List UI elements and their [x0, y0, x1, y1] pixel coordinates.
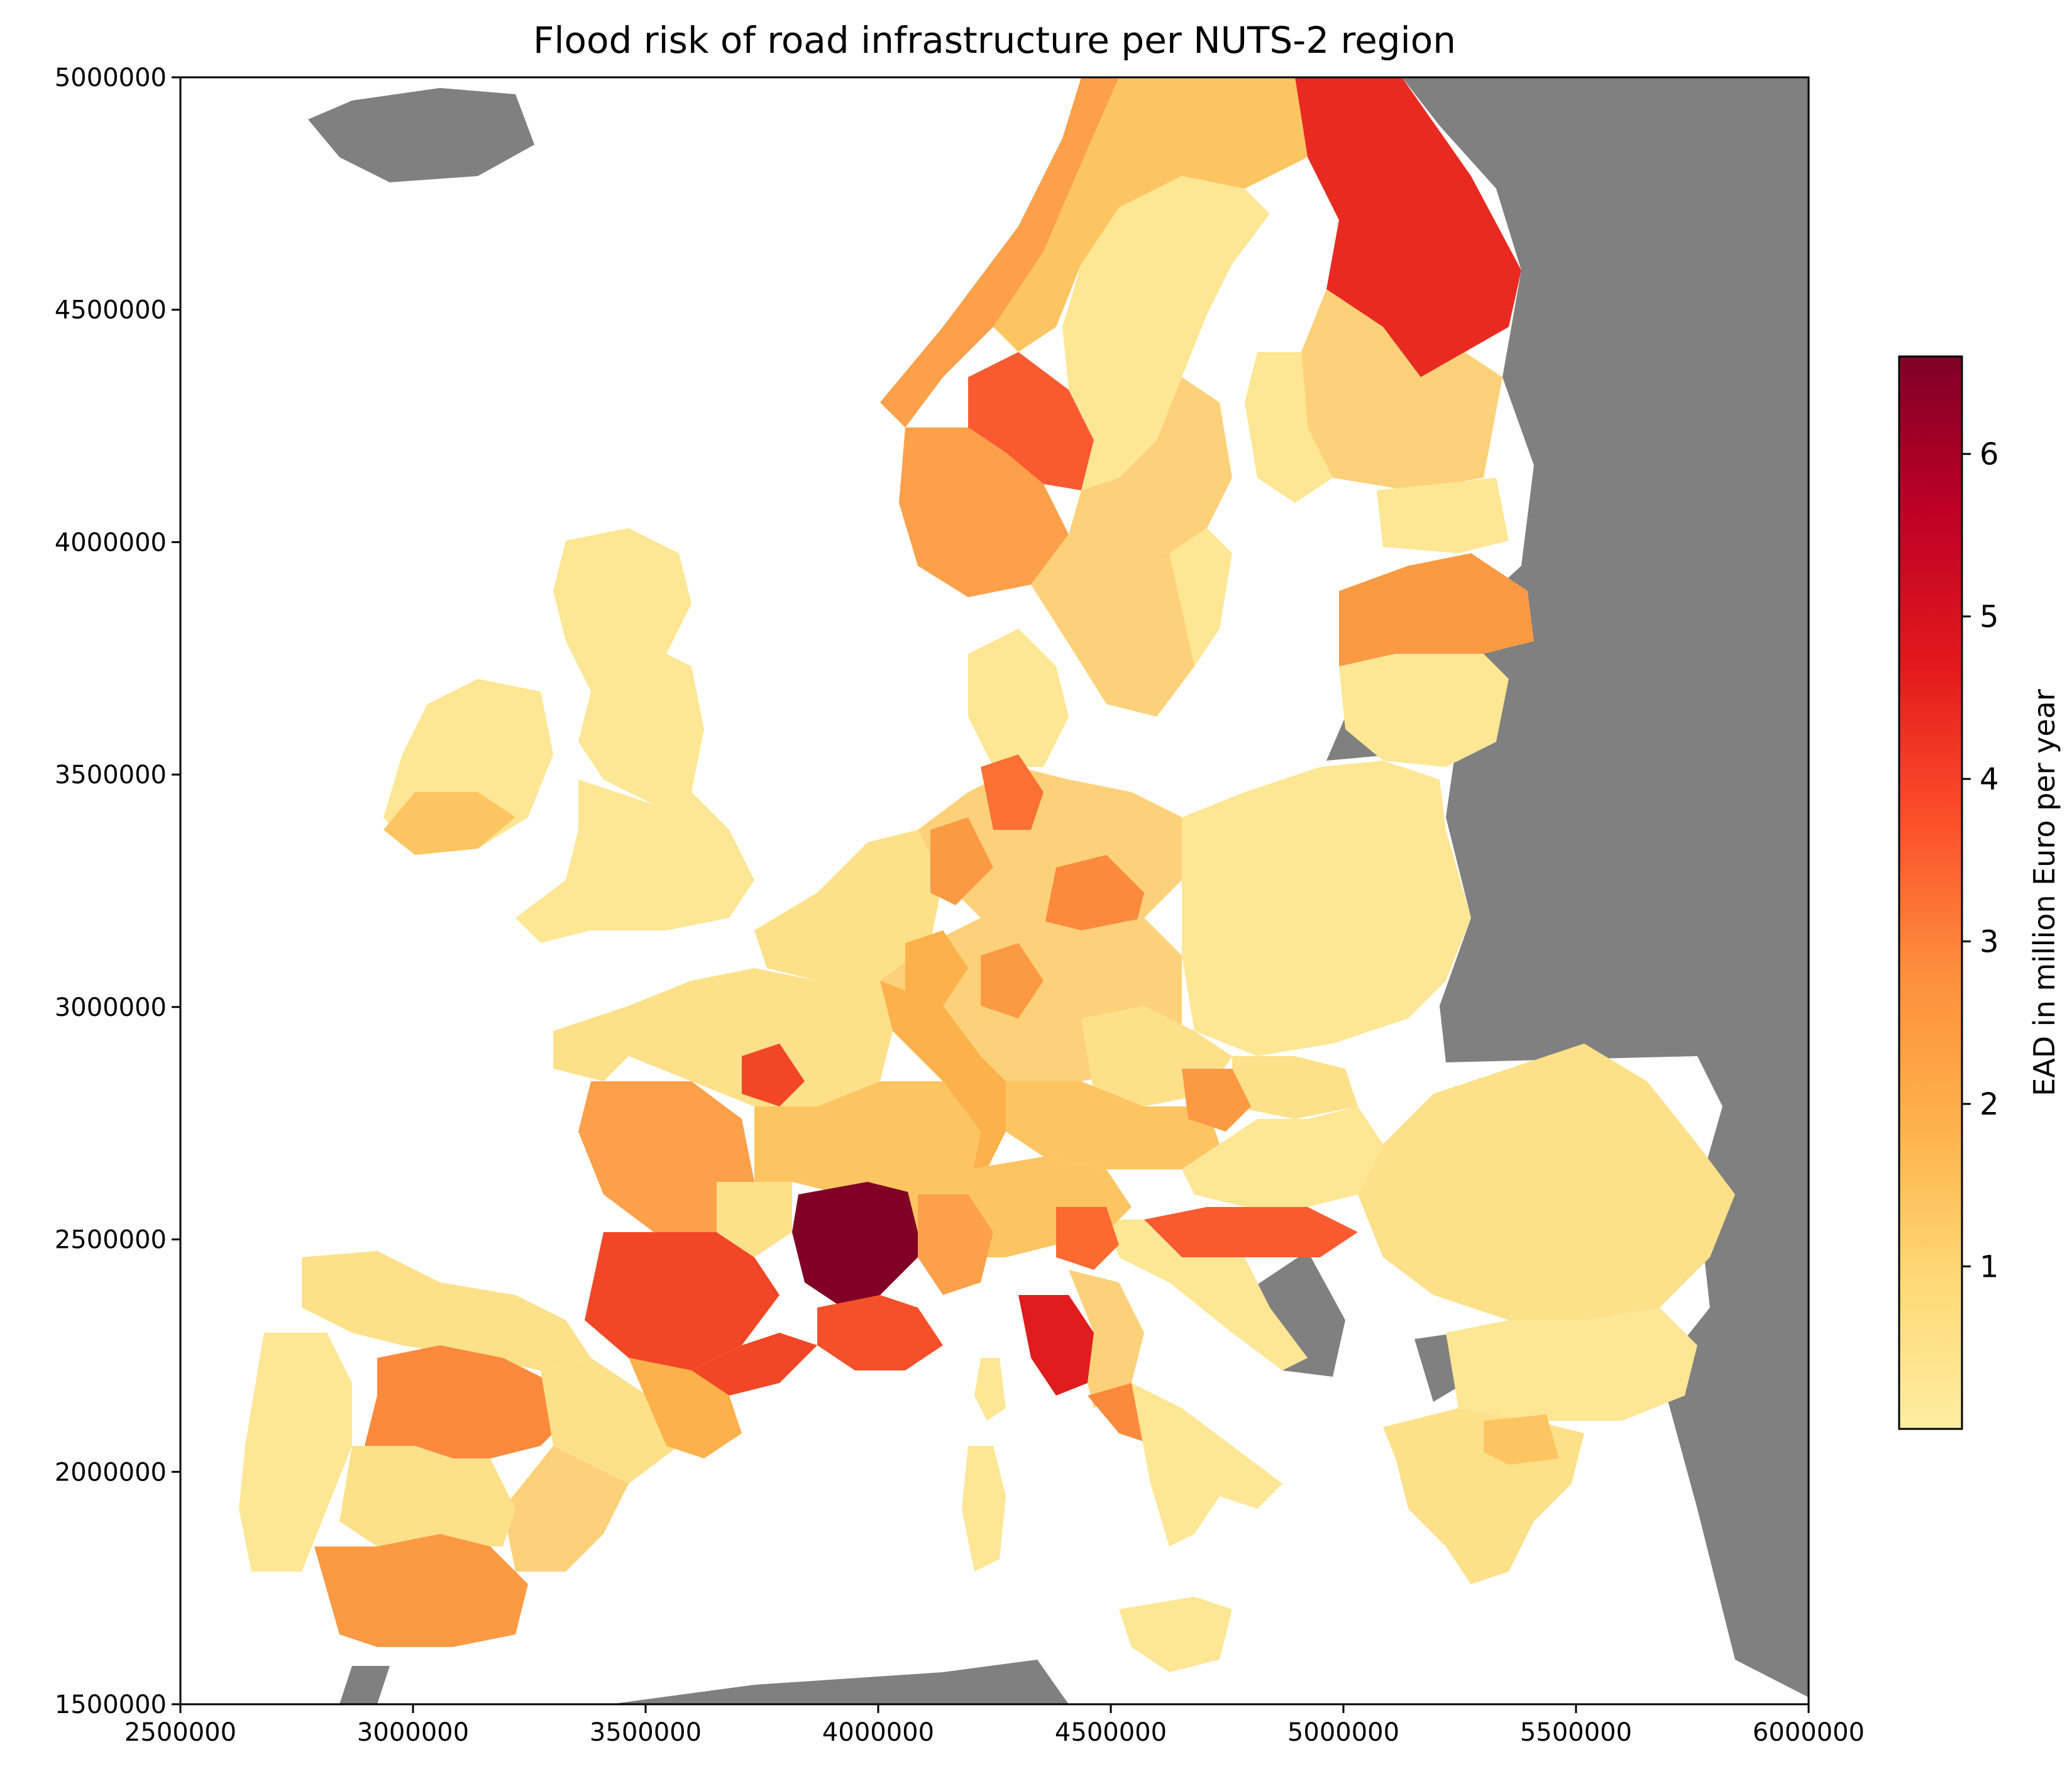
colorbar-tick-label: 2: [1980, 1087, 1999, 1122]
region-italy-south: [1132, 1383, 1282, 1546]
region-france-north: [629, 968, 893, 1106]
region-italy-veneto: [1056, 1207, 1119, 1270]
colorbar-ticks: 1 2 3 4 5 6: [1962, 437, 1999, 1285]
region-latvia: [1339, 553, 1534, 666]
region-estonia: [1377, 478, 1509, 553]
x-tick-label: 3500000: [590, 1718, 702, 1747]
colorbar: 1 2 3 4 5 6 EAD in million Euro per year: [1898, 355, 2061, 1430]
plot-frame: [179, 76, 1810, 1706]
region-sweden-south: [1031, 534, 1207, 717]
region-germany-mid-a: [905, 930, 968, 1006]
colorbar-label: EAD in million Euro per year: [2027, 689, 2061, 1096]
region-rhone-alpes: [792, 1182, 918, 1308]
region-spain-southeast: [503, 1446, 629, 1572]
region-austria: [1006, 1081, 1220, 1169]
region-finland-north: [1295, 77, 1521, 377]
region-croatia-coast: [1106, 1220, 1308, 1370]
region-finland-south: [1301, 289, 1502, 490]
colorbar-tick-label: 5: [1980, 600, 1999, 635]
y-tick-label: 5000000: [55, 63, 167, 92]
region-sicily: [1119, 1597, 1232, 1672]
region-portugal: [239, 1333, 352, 1572]
region-corsica: [974, 1358, 1006, 1421]
region-sweden-north: [1062, 176, 1270, 490]
region-uk-scotland: [553, 528, 692, 692]
region-lithuania: [1339, 654, 1509, 767]
region-norway-central: [968, 352, 1094, 490]
x-tick-label: 6000000: [1753, 1718, 1865, 1747]
region-andalusia: [314, 1534, 528, 1647]
region-norway-coast: [880, 77, 1119, 427]
region-hungary: [1182, 1106, 1383, 1207]
region-sweden-east: [1169, 528, 1232, 666]
region-aquitaine: [585, 1232, 780, 1370]
region-poland: [1182, 761, 1471, 1056]
colorbar-gradient: [1898, 355, 1963, 1430]
region-catalonia: [629, 1358, 742, 1458]
region-norway-north: [993, 77, 1308, 352]
map-title: Flood risk of road infrastructure per NU…: [533, 19, 1456, 62]
y-tick-label: 4500000: [55, 296, 167, 325]
region-iceland: [314, 88, 534, 182]
region-finland-west: [1245, 352, 1333, 503]
region-benelux: [754, 830, 943, 981]
region-france-mid: [754, 1081, 981, 1207]
colorbar-tick-label: 4: [1980, 762, 1999, 797]
x-tick-label: 4000000: [822, 1718, 934, 1747]
region-spain-east: [541, 1358, 679, 1484]
region-provence: [817, 1295, 943, 1370]
region-norway-south: [899, 427, 1069, 597]
region-italy-piemonte: [918, 1194, 993, 1295]
y-tick-label: 4000000: [55, 528, 167, 557]
colorbar-tick-label: 6: [1980, 437, 1999, 472]
region-slovakia: [1232, 1056, 1358, 1119]
region-ireland-south: [383, 792, 515, 855]
x-tick-label: 5000000: [1287, 1718, 1399, 1747]
region-italy-central: [1069, 1270, 1144, 1408]
x-tick-label: 3000000: [357, 1718, 469, 1747]
y-tick-label: 3000000: [55, 993, 167, 1022]
region-croatia: [1144, 1207, 1358, 1257]
region-bulgaria: [1446, 1308, 1697, 1421]
x-tick-label: 5500000: [1520, 1718, 1632, 1747]
y-tick-label: 2000000: [55, 1458, 167, 1487]
colorbar-tick-label: 3: [1980, 925, 1999, 960]
region-hamburg: [981, 754, 1044, 830]
region-tuscany: [1018, 1295, 1094, 1396]
region-greece-north: [1484, 1414, 1559, 1465]
region-spain-mid: [339, 1446, 515, 1546]
x-tick-label: 2500000: [124, 1718, 236, 1747]
region-france-brittany: [553, 1006, 629, 1081]
region-france-west: [578, 1081, 754, 1232]
region-germany-mid-b: [981, 943, 1044, 1018]
region-hungary-west: [1182, 1069, 1251, 1132]
map-area: [180, 77, 1809, 1704]
y-tick-label: 1500000: [55, 1690, 167, 1719]
region-france-centre: [742, 1044, 805, 1106]
y-tick-label: 3500000: [55, 761, 167, 790]
region-romania: [1358, 1044, 1735, 1320]
region-sardinia: [962, 1446, 1006, 1572]
region-denmark: [968, 629, 1069, 767]
region-uk-north: [578, 654, 704, 805]
colorbar-tick-label: 1: [1980, 1250, 1999, 1285]
region-uk-south: [515, 780, 754, 943]
region-germany-lower: [930, 817, 993, 905]
y-axis: 5000000 4500000 4000000 3500000 3000000 25000…: [55, 63, 180, 1719]
region-france-centre-south: [717, 1182, 792, 1257]
region-spain-north: [302, 1251, 591, 1370]
region-sweden-middle: [1069, 377, 1232, 553]
x-axis: 2500000 3000000 3500000 4000000 4500000 50000…: [124, 1704, 1865, 1747]
y-tick-label: 2500000: [55, 1226, 167, 1255]
region-france-east: [880, 981, 1006, 1194]
x-tick-label: 4500000: [1055, 1718, 1167, 1747]
region-midi-pyrenees: [692, 1333, 817, 1396]
region-spain-central: [365, 1345, 566, 1458]
